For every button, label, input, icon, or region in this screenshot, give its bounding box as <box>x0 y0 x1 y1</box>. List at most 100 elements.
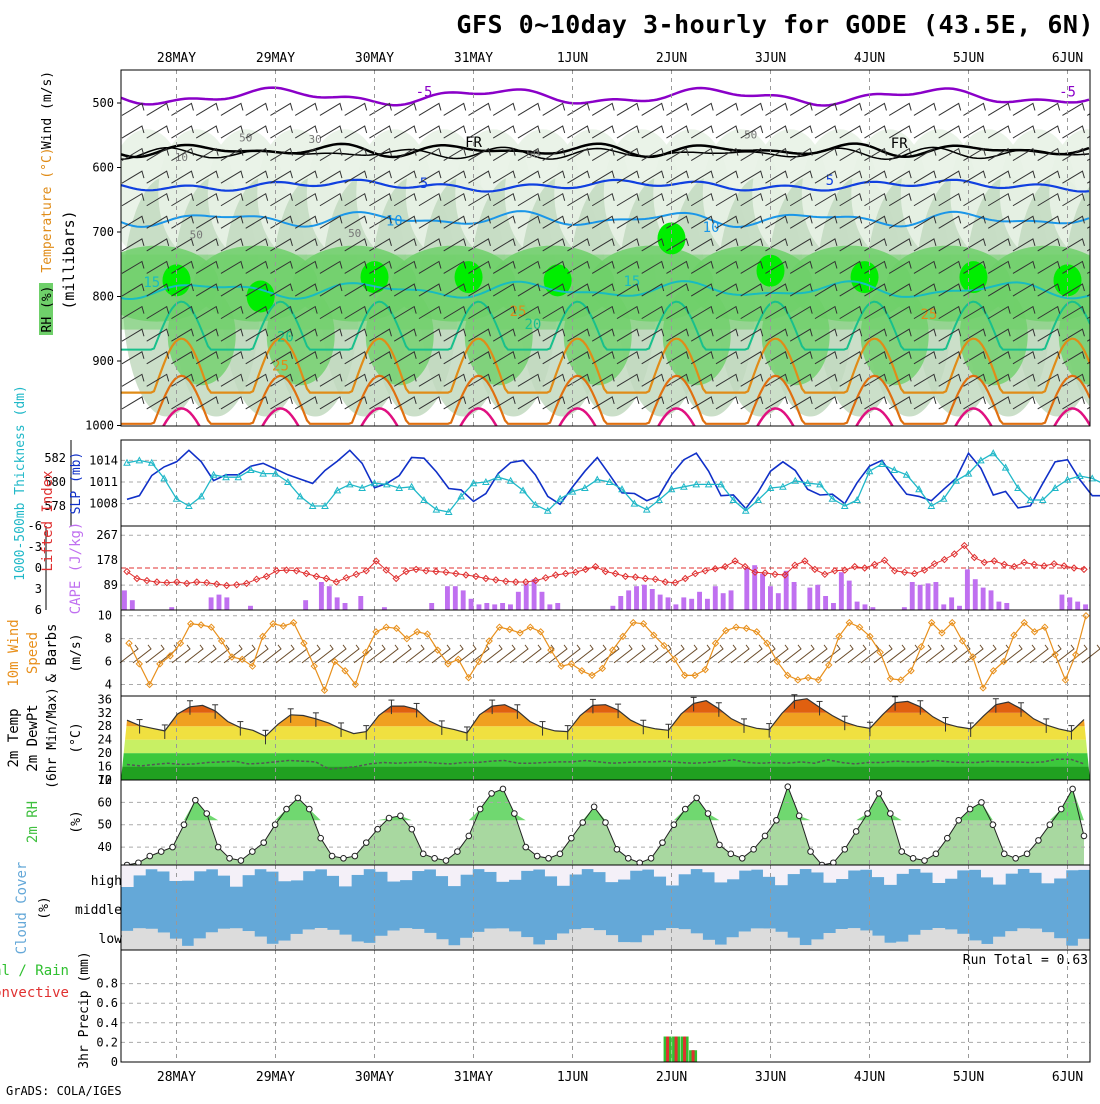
lifted-index-marker <box>163 578 171 587</box>
thickness-marker <box>531 500 540 508</box>
lifted-index-marker <box>133 574 141 583</box>
lifted-index-marker <box>870 560 879 569</box>
wind-barb <box>492 328 516 342</box>
wind-barb <box>1012 192 1036 207</box>
wind-barb <box>1037 351 1061 365</box>
wind-barb <box>468 396 491 410</box>
wind-barb <box>146 147 170 162</box>
wind-barb <box>567 102 590 116</box>
wind-barb <box>245 125 269 139</box>
cape-bar <box>760 573 766 610</box>
wind-barb-10m <box>743 644 763 664</box>
cloud-low-gap <box>629 942 643 950</box>
wind-barb-10m <box>418 644 438 664</box>
cloud-low-gap <box>472 931 485 950</box>
lifted-index-marker <box>472 572 480 581</box>
wind-barb <box>220 147 244 162</box>
wind-barb-10m <box>899 644 919 664</box>
wind-barb-10m <box>639 644 659 664</box>
wind-barb-10m <box>379 644 399 664</box>
wind-speed-marker <box>670 655 679 664</box>
cloud-low-gap <box>460 937 473 950</box>
cape-bar <box>697 591 702 610</box>
wind-barb <box>987 283 1011 297</box>
cloud-high-gap <box>302 865 316 872</box>
cape-bar <box>720 593 726 610</box>
wind-barb <box>443 373 467 387</box>
wind-barb <box>393 125 417 139</box>
wind-barb <box>567 396 590 410</box>
wind-barb <box>839 147 863 162</box>
wind-barb <box>294 215 318 229</box>
wind-barb <box>888 147 912 162</box>
wind-barb-10m <box>184 644 204 664</box>
cloud-high-gap <box>581 865 594 870</box>
rh-2m-marker <box>419 850 427 858</box>
lifted-index-marker <box>203 578 211 587</box>
wind-speed-marker <box>516 629 524 637</box>
cloud-low-gap <box>484 928 497 950</box>
rh-2m-marker <box>921 857 928 864</box>
wind-barb <box>666 351 689 365</box>
wind-barb <box>789 396 813 410</box>
wind-barb <box>715 351 739 365</box>
thickness-marker <box>271 469 280 477</box>
wind-barb <box>690 373 714 387</box>
thickness-marker <box>234 473 243 481</box>
wind-barb <box>195 238 219 252</box>
cape-bar <box>1059 594 1065 610</box>
wind-barb <box>121 238 145 252</box>
cloud-low-gap <box>496 928 510 950</box>
wind-barb <box>393 351 417 365</box>
wind-speed-marker <box>608 646 617 654</box>
wind-barb <box>492 396 516 410</box>
wind-barb <box>740 260 764 274</box>
wind-barb <box>344 238 368 252</box>
lifted-index-marker <box>332 578 341 586</box>
cloud-low-gap <box>351 941 364 950</box>
wind-barb <box>319 305 343 320</box>
wind-barb <box>715 328 739 342</box>
lifted-index-marker <box>1040 562 1048 570</box>
cloud-low-gap <box>133 928 146 950</box>
wind-barb-10m <box>444 644 464 664</box>
temp-contour-label: 10 <box>703 220 720 236</box>
wind-barb <box>1062 170 1085 184</box>
wind-speed-marker <box>1061 676 1070 684</box>
lifted-index-marker <box>153 578 161 586</box>
wind-barb-10m <box>704 644 724 664</box>
rh-shade-bright <box>454 261 483 294</box>
lifted-index-marker <box>1050 560 1058 568</box>
wind-barb <box>1062 328 1085 342</box>
wind-barb <box>542 147 566 162</box>
lifted-index-marker <box>821 570 829 579</box>
wind-barb <box>938 215 962 229</box>
wind-barb-10m <box>886 644 906 664</box>
wind-barb <box>195 328 219 342</box>
rh-2m-marker <box>317 834 324 842</box>
wind-speed-marker <box>1010 631 1018 639</box>
wind-barb <box>641 328 665 342</box>
wind-speed-marker <box>145 680 154 689</box>
wind-barb <box>393 215 417 229</box>
cloud-high-gap <box>157 865 170 872</box>
wind-barb <box>765 238 788 252</box>
wind-barb <box>888 351 912 365</box>
cape-bar <box>972 579 978 610</box>
lifted-index-marker <box>1070 564 1078 572</box>
rh-2m-marker <box>1046 821 1054 829</box>
wind-barb <box>146 260 170 274</box>
cloud-low-gap <box>835 928 849 950</box>
wind-barb <box>789 192 813 207</box>
wind-barb <box>666 215 689 229</box>
wind-barb <box>1037 192 1061 207</box>
rh-2m-marker <box>681 805 689 813</box>
wind-tick-label: 8 <box>105 632 112 646</box>
wind-barb <box>666 125 689 139</box>
wind-barb <box>393 328 417 342</box>
thickness-marker <box>506 476 515 484</box>
cape-bar <box>681 597 687 610</box>
wind-barb <box>171 305 194 320</box>
cloud-low-gap <box>666 928 679 950</box>
wind-barb <box>888 260 912 274</box>
